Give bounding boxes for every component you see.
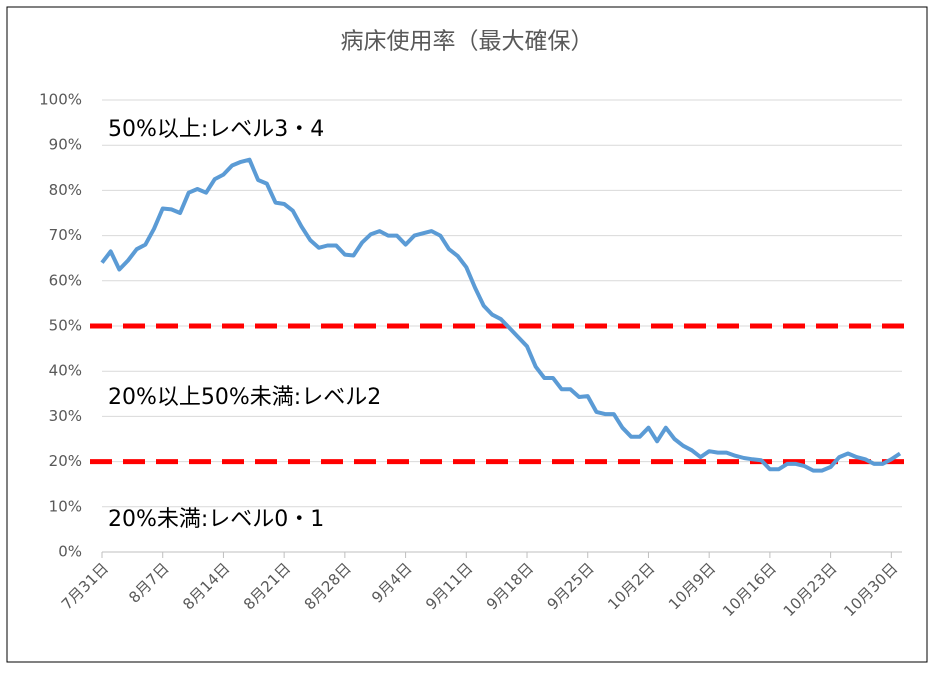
data-line xyxy=(100,157,902,473)
y-tick-label: 30% xyxy=(49,407,82,425)
y-tick-label: 0% xyxy=(58,543,82,561)
y-tick-label: 40% xyxy=(49,362,82,380)
annotation: 20%以上50%未満:レベル2 xyxy=(108,385,381,410)
y-tick-label: 10% xyxy=(49,497,82,515)
y-tick-label: 70% xyxy=(49,226,82,244)
chart-frame xyxy=(6,6,928,663)
y-tick-label: 60% xyxy=(49,271,82,289)
annotation: 20%未満:レベル0・1 xyxy=(108,507,324,532)
annotation: 50%以上:レベル3・4 xyxy=(108,117,324,142)
y-tick-label: 80% xyxy=(49,181,82,199)
y-tick-label: 90% xyxy=(49,136,82,154)
chart-title: 病床使用率（最大確保） xyxy=(341,29,594,55)
y-tick-label: 100% xyxy=(39,91,82,109)
y-tick-label: 20% xyxy=(49,452,82,470)
y-tick-label: 50% xyxy=(49,317,82,335)
